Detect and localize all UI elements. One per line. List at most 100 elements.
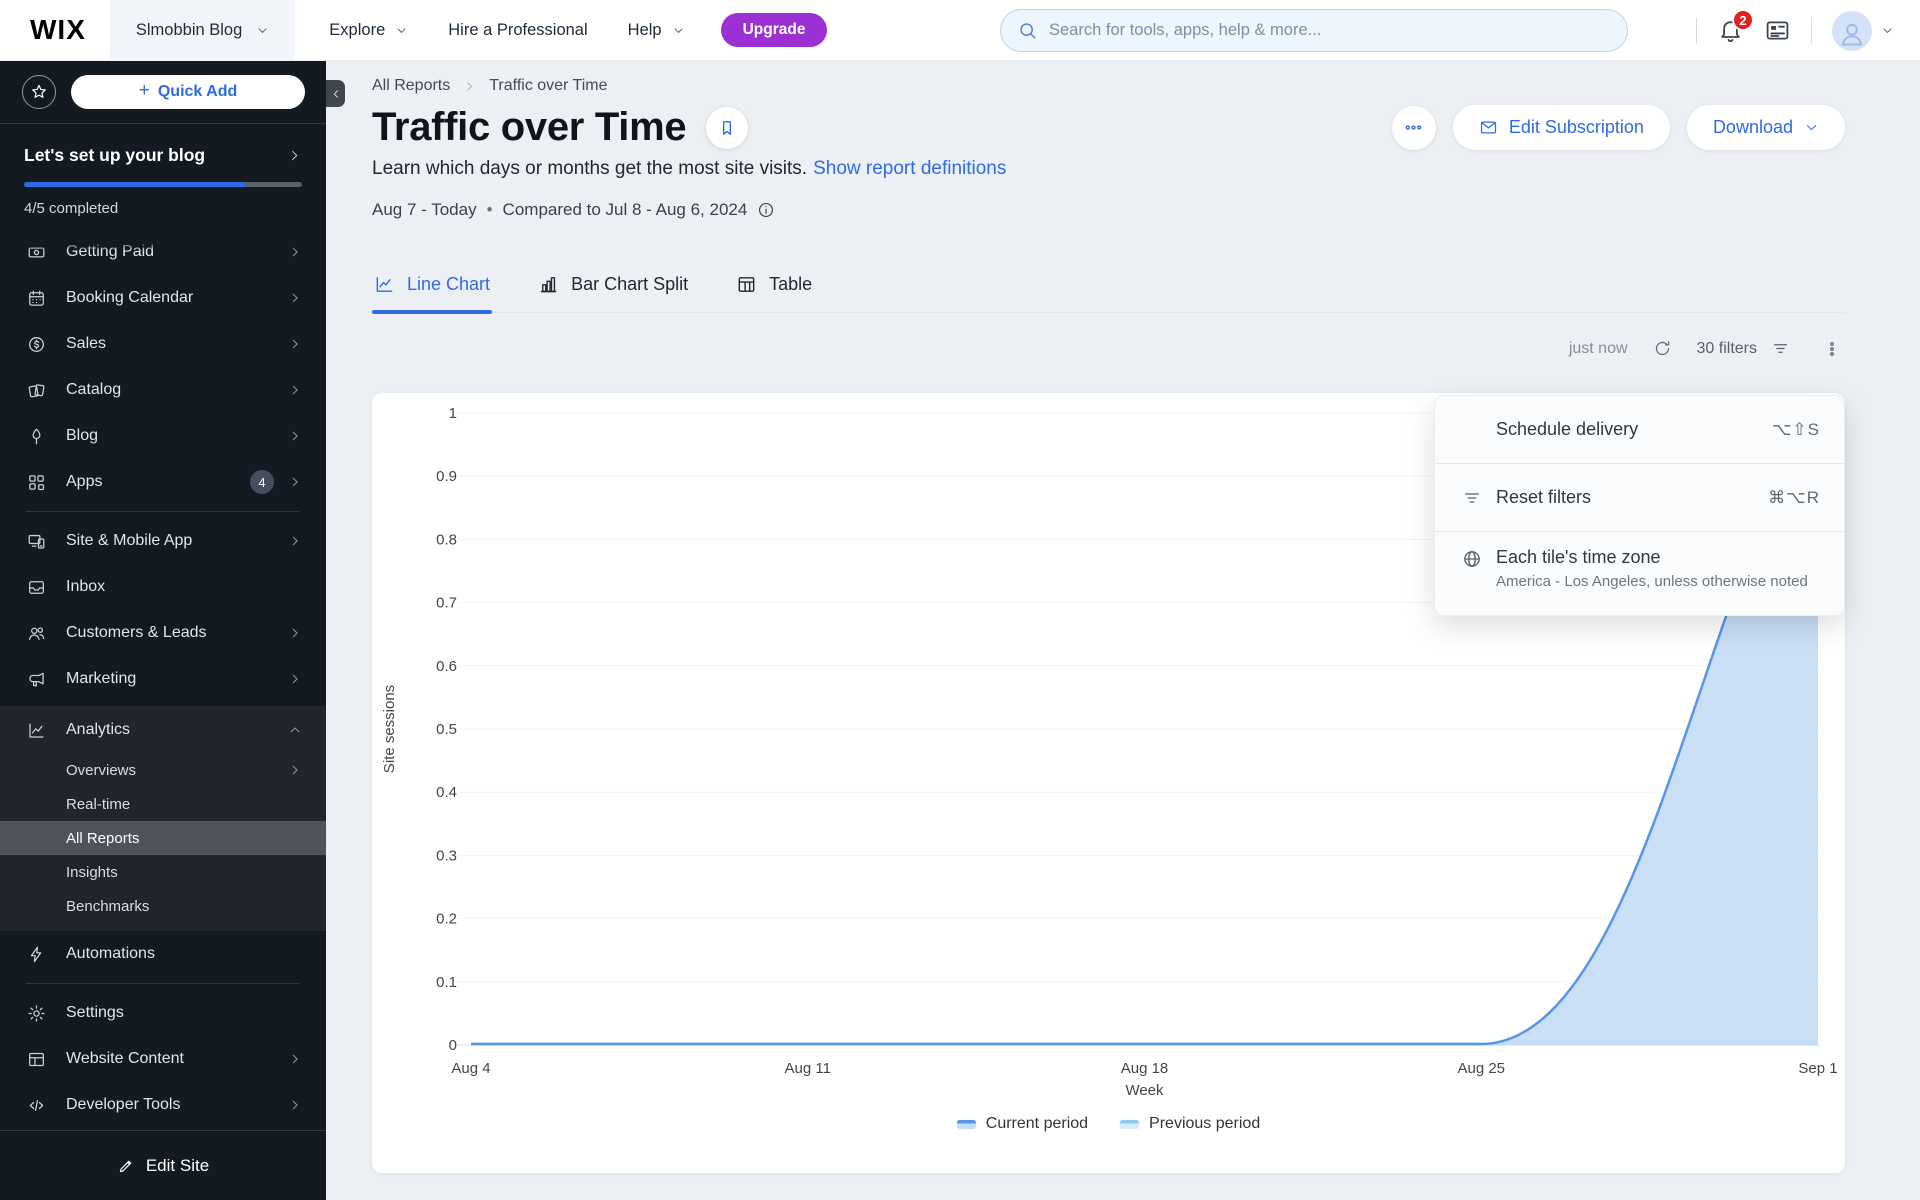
- sidebar-item-inbox[interactable]: Inbox: [0, 564, 326, 610]
- sidebar-item-analytics[interactable]: Analytics: [0, 707, 326, 753]
- kebab-menu-icon[interactable]: [1823, 340, 1841, 358]
- setup-checklist-header[interactable]: Let's set up your blog: [24, 145, 302, 166]
- sidebar-item-insights[interactable]: Insights: [0, 855, 326, 889]
- search-input[interactable]: [1000, 9, 1628, 52]
- sidebar-item-real-time[interactable]: Real-time: [0, 787, 326, 821]
- developer-tools-icon: [27, 1096, 46, 1115]
- nav-hire-a-professional[interactable]: Hire a Professional: [448, 21, 587, 40]
- download-button[interactable]: Download: [1686, 105, 1845, 150]
- svg-text:Aug 18: Aug 18: [1121, 1060, 1169, 1077]
- svg-text:0.7: 0.7: [436, 595, 457, 612]
- chevron-right-icon: [288, 429, 302, 443]
- sidebar-item-site-mobile-app[interactable]: Site & Mobile App: [0, 518, 326, 564]
- sidebar-item-website-content[interactable]: Website Content: [0, 1036, 326, 1082]
- sidebar-item-all-reports[interactable]: All Reports: [0, 821, 326, 855]
- sidebar-item-benchmarks[interactable]: Benchmarks: [0, 889, 326, 923]
- edit-subscription-label: Edit Subscription: [1508, 117, 1644, 137]
- chevron-right-icon: [288, 763, 302, 777]
- legend-swatch: [956, 1119, 976, 1129]
- nav-explore-label: Explore: [329, 20, 386, 39]
- menu-item-reset-filters[interactable]: Reset filters ⌘⌥R: [1435, 463, 1844, 531]
- sidebar-item-marketing[interactable]: Marketing: [0, 656, 326, 702]
- notifications-button[interactable]: 2: [1717, 9, 1754, 44]
- site-mobile-icon: [27, 532, 46, 551]
- upgrade-button[interactable]: Upgrade: [720, 13, 828, 47]
- refresh-icon[interactable]: [1653, 339, 1672, 358]
- menu-item-sublabel: America - Los Angeles, unless otherwise …: [1496, 573, 1808, 590]
- settings-icon: [27, 1004, 46, 1023]
- title-actions: Edit Subscription Download: [1391, 105, 1845, 150]
- account-menu[interactable]: [1832, 10, 1894, 51]
- setup-progress-bar: [24, 182, 302, 187]
- sidebar-item-label: Sales: [66, 335, 107, 352]
- svg-text:Aug 25: Aug 25: [1457, 1060, 1505, 1077]
- sidebar-item-overviews[interactable]: Overviews: [0, 753, 326, 787]
- edit-site-button[interactable]: Edit Site: [117, 1156, 209, 1176]
- edit-subscription-button[interactable]: Edit Subscription: [1452, 105, 1670, 150]
- compare-range: Compared to Jul 8 - Aug 6, 2024: [502, 200, 748, 219]
- sidebar-collapse-button[interactable]: [326, 80, 345, 107]
- inbox-icon: [27, 578, 46, 597]
- legend-item-previous-period[interactable]: Previous period: [1120, 1115, 1260, 1133]
- plus-icon: +: [138, 80, 150, 101]
- legend-swatch: [1120, 1119, 1140, 1129]
- chevron-up-icon: [288, 723, 302, 737]
- filters-button[interactable]: 30 filters: [1697, 339, 1790, 358]
- ellipsis-icon: [1403, 117, 1424, 138]
- sidebar-item-label: Blog: [66, 427, 99, 444]
- updates-icon[interactable]: [1764, 17, 1791, 44]
- sidebar-item-developer-tools[interactable]: Developer Tools: [0, 1082, 326, 1128]
- show-report-definitions-link[interactable]: Show report definitions: [813, 158, 1007, 179]
- last-updated-text: just now: [1568, 339, 1628, 357]
- more-actions-button[interactable]: [1391, 105, 1436, 150]
- svg-text:Aug 11: Aug 11: [785, 1060, 831, 1077]
- sidebar-divider: [26, 983, 300, 984]
- svg-text:0.1: 0.1: [436, 974, 457, 991]
- sidebar-item-label: Analytics: [66, 721, 131, 738]
- chart-legend: Current period Previous period: [372, 1115, 1845, 1133]
- sidebar-item-label: Settings: [66, 1004, 124, 1021]
- breadcrumb-all-reports[interactable]: All Reports: [372, 77, 451, 94]
- chart-options-popup: Schedule delivery ⌥⇧S Reset filters ⌘⌥R …: [1434, 395, 1845, 616]
- wix-logo[interactable]: WIX: [30, 14, 86, 45]
- favorites-button[interactable]: [22, 75, 56, 109]
- sidebar-item-catalog[interactable]: Catalog: [0, 367, 326, 413]
- sidebar-item-booking-calendar[interactable]: Booking Calendar: [0, 275, 326, 321]
- site-selector[interactable]: Slmobbin Blog: [109, 0, 296, 61]
- sidebar-item-label: Site & Mobile App: [66, 532, 193, 549]
- info-icon[interactable]: [757, 201, 775, 219]
- envelope-icon: [1479, 118, 1498, 137]
- chevron-right-icon: [463, 80, 476, 93]
- sidebar-item-automations[interactable]: Automations: [0, 931, 326, 977]
- apps-icon: [27, 473, 46, 492]
- getting-paid-icon: [27, 243, 46, 262]
- quick-add-button[interactable]: + Quick Add: [71, 75, 305, 109]
- sidebar-item-apps[interactable]: Apps 4: [0, 459, 326, 505]
- legend-label: Current period: [985, 1115, 1089, 1132]
- nav-explore[interactable]: Explore: [329, 21, 408, 40]
- tab-table[interactable]: Table: [734, 266, 814, 312]
- menu-item-time-zone[interactable]: Each tile's time zone America - Los Ange…: [1435, 531, 1844, 615]
- sidebar: + Quick Add Let's set up your blog 4/5 c…: [0, 61, 326, 1200]
- topbar-right: 2: [1696, 0, 1894, 61]
- legend-item-current-period[interactable]: Current period: [956, 1115, 1089, 1133]
- bar-chart-icon: [538, 274, 559, 295]
- sidebar-item-blog[interactable]: Blog: [0, 413, 326, 459]
- sidebar-item-label: Overviews: [66, 761, 137, 779]
- setup-title: Let's set up your blog: [24, 145, 206, 165]
- menu-item-schedule-delivery[interactable]: Schedule delivery ⌥⇧S: [1435, 396, 1844, 463]
- sidebar-item-sales[interactable]: Sales: [0, 321, 326, 367]
- bookmark-button[interactable]: [706, 106, 749, 149]
- marketing-icon: [27, 670, 46, 689]
- tab-label: Table: [769, 274, 813, 294]
- sidebar-item-settings[interactable]: Settings: [0, 990, 326, 1036]
- title-row: Traffic over Time Edit Subscription Down…: [372, 105, 1845, 150]
- sidebar-item-customers-leads[interactable]: Customers & Leads: [0, 610, 326, 656]
- person-icon: [1837, 17, 1867, 51]
- sidebar-item-getting-paid[interactable]: Getting Paid: [0, 239, 326, 275]
- tab-bar-chart-split[interactable]: Bar Chart Split: [536, 266, 690, 312]
- nav-help[interactable]: Help: [628, 21, 685, 40]
- booking-calendar-icon: [27, 289, 46, 308]
- tab-line-chart[interactable]: Line Chart: [372, 266, 493, 314]
- sidebar-item-label: Apps: [66, 473, 103, 490]
